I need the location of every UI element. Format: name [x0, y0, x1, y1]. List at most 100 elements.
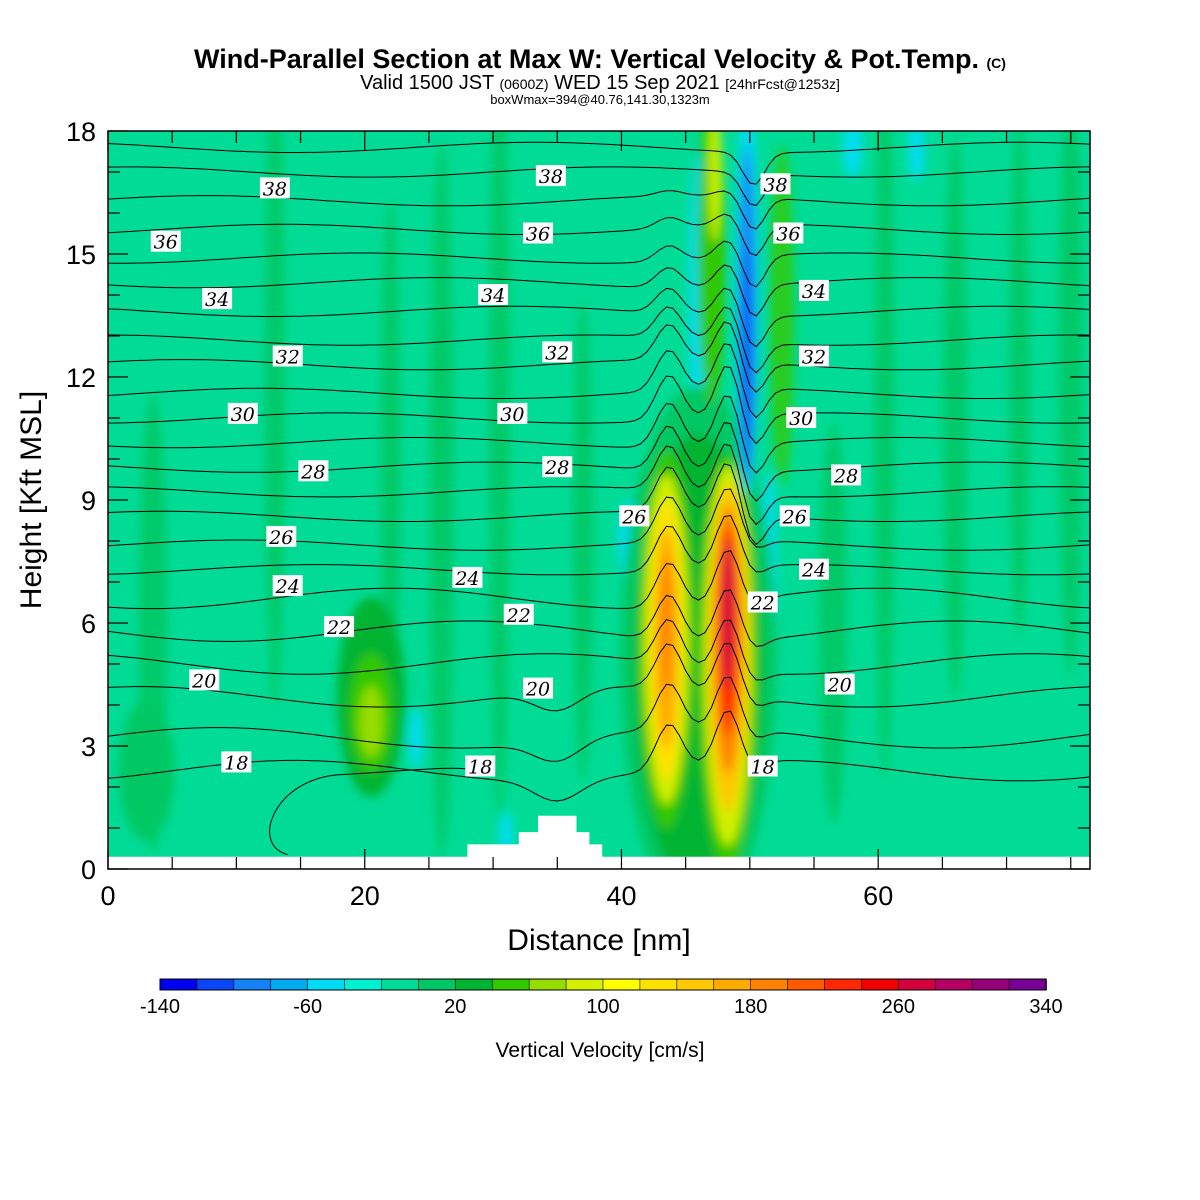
colorbar-swatch: [528, 978, 567, 991]
theta-label: 36: [523, 222, 554, 246]
theta-label-box: [150, 230, 181, 252]
colorbar-swatch: [233, 978, 272, 991]
colorbar-tick-label: 260: [882, 996, 915, 1018]
theta-contour-line: [108, 141, 1090, 185]
weak-updraft-streak: [1058, 131, 1083, 677]
theta-label-text: 34: [802, 281, 826, 303]
y-axis-label: Height [Kft MSL]: [15, 391, 48, 609]
theta-contour-line: [108, 264, 1090, 317]
theta-contour-line: [108, 589, 1090, 647]
vertical-velocity-field: [118, 131, 1083, 869]
theta-label: 28: [542, 456, 573, 479]
theta-label-box: [221, 751, 252, 773]
theta-label-box: [747, 755, 778, 777]
theta-label-text: 22: [326, 617, 351, 639]
chart-title-text: Wind-Parallel Section at Max W: Vertical…: [194, 44, 979, 74]
theta-label: 38: [760, 173, 791, 196]
theta-contour-line: [108, 710, 1090, 802]
theta-label-text: 34: [481, 285, 505, 307]
theta-label: 22: [324, 616, 355, 639]
theta-label: 30: [497, 402, 528, 426]
x-tick-label: 20: [350, 881, 380, 911]
theta-label: 18: [465, 755, 496, 779]
colorbar-swatch: [602, 978, 641, 991]
theta-label-text: 24: [801, 560, 826, 582]
theta-label: 22: [747, 591, 778, 615]
theta-contour-line: [108, 422, 1090, 502]
forecast-info: [24hrFcst@1253z]: [725, 76, 840, 92]
colorbar-swatch: [639, 978, 678, 991]
theta-label-box: [497, 402, 528, 424]
copyright-mark: (C): [986, 55, 1006, 71]
upper-plume: [709, 131, 722, 242]
theta-contour-line: [108, 550, 1090, 610]
theta-label-box: [542, 456, 573, 478]
weak-updraft-streak: [874, 131, 895, 778]
theta-contour-line: [108, 643, 1090, 712]
theta-label-text: 32: [276, 347, 300, 369]
theta-label-box: [747, 591, 778, 613]
theta-contour-line: [108, 166, 1090, 206]
theta-label: 32: [272, 345, 303, 369]
valid-utc: (0600Z): [499, 76, 549, 92]
theta-label-text: 36: [154, 232, 178, 254]
weak-updraft-core: [359, 685, 384, 758]
theta-label-box: [298, 460, 329, 482]
colorbar-tick-label: 20: [444, 996, 466, 1018]
theta-label-box: [760, 173, 791, 195]
plot-frame: [107, 130, 1091, 870]
theta-label: 26: [266, 525, 297, 549]
theta-label-box: [786, 407, 817, 428]
theta-contour-line: [108, 321, 1090, 393]
theta-label-text: 20: [191, 670, 216, 692]
colorbar-tick-label: 340: [1029, 996, 1062, 1018]
theta-label-text: 26: [621, 506, 646, 528]
plot-background: [108, 131, 1090, 869]
theta-contour-line: [108, 395, 1090, 474]
theta-contour-line: [269, 767, 494, 856]
x-tick-label: 40: [606, 881, 636, 911]
theta-label-text: 32: [545, 342, 569, 364]
theta-contour-line: [108, 443, 1090, 526]
colorbar-tick-label: -140: [140, 996, 180, 1018]
y-tick-label: 12: [66, 363, 96, 393]
colorbar-swatch: [270, 978, 309, 991]
y-tick-label: 3: [81, 732, 96, 762]
theta-label-text: 36: [526, 224, 550, 246]
colorbar-swatch: [455, 978, 494, 991]
colorbar-swatch: [381, 978, 420, 991]
theta-label: 34: [202, 288, 233, 311]
theta-label: 28: [298, 460, 329, 483]
theta-label-box: [779, 505, 810, 527]
theta-contour-line: [108, 676, 1090, 762]
theta-label-box: [272, 345, 303, 367]
colorbar-swatch: [418, 978, 457, 991]
theta-label-text: 20: [525, 679, 550, 701]
theta-label-text: 18: [468, 757, 492, 779]
downdraft-flank-updraft: [769, 145, 794, 486]
theta-contour-line: [108, 213, 1090, 257]
weak-updraft-streak: [264, 131, 285, 707]
colorbar-swatch: [307, 978, 346, 991]
theta-contour-line: [108, 366, 1090, 445]
theta-label: 24: [272, 575, 303, 598]
theta-label: 36: [150, 230, 181, 254]
theta-label-text: 38: [263, 178, 287, 200]
theta-label: 26: [779, 505, 810, 528]
theta-label-text: 22: [750, 593, 775, 615]
theta-label-box: [542, 341, 573, 363]
theta-label-box: [619, 505, 650, 527]
theta-label-text: 24: [454, 568, 479, 590]
y-tick-label: 9: [81, 486, 96, 516]
plot-area: [108, 131, 1090, 869]
theta-contour-line: [108, 619, 1090, 681]
theta-contour-line: [108, 306, 1090, 374]
theta-label: 22: [503, 603, 534, 627]
theta-label-box: [272, 575, 303, 597]
theta-label-box: [799, 279, 830, 301]
theta-label-text: 22: [506, 605, 531, 627]
theta-label: 30: [227, 402, 258, 426]
weak-updraft-streak: [118, 700, 175, 841]
theta-label: 30: [786, 407, 817, 430]
